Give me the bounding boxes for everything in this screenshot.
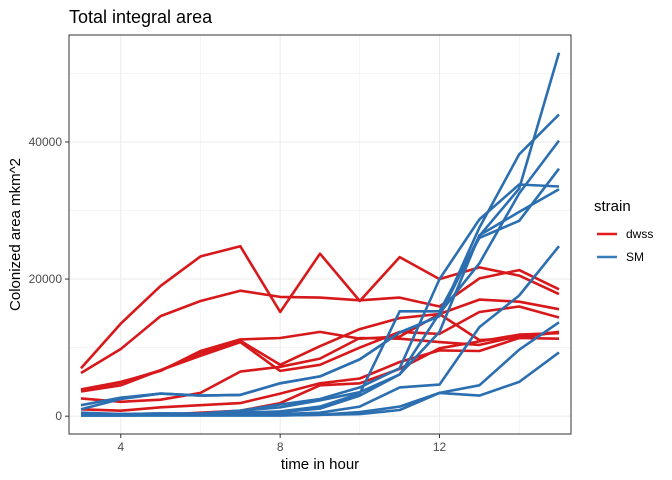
x-tick-label: 12 bbox=[433, 440, 447, 454]
legend-title: strain bbox=[594, 198, 631, 215]
legend-label-SM: SM bbox=[626, 250, 644, 264]
x-tick-label: 4 bbox=[117, 440, 124, 454]
y-axis-title: Colonized area mkm^2 bbox=[7, 158, 24, 311]
x-tick-label: 8 bbox=[277, 440, 284, 454]
series-line-SM bbox=[81, 321, 560, 417]
chart-title: Total integral area bbox=[69, 7, 213, 27]
legend-entries: dwss SM bbox=[597, 227, 653, 264]
series-line-dwss bbox=[80, 244, 560, 370]
legend: strain dwss SM bbox=[594, 198, 653, 264]
x-axis-title: time in hour bbox=[281, 456, 359, 473]
series-line-SM bbox=[81, 139, 561, 416]
axes: 4 8 12 0 20000 40000 bbox=[29, 135, 447, 454]
plot-panel-border bbox=[68, 34, 572, 435]
series-lines bbox=[80, 52, 561, 417]
series-line-dwss bbox=[80, 336, 560, 413]
series-line-dwss bbox=[80, 330, 560, 404]
legend-label-dwss: dwss bbox=[626, 227, 653, 241]
y-tick-label: 0 bbox=[55, 409, 62, 423]
y-tick-label: 20000 bbox=[29, 272, 63, 286]
y-tick-label: 40000 bbox=[29, 135, 63, 149]
series-line-dwss bbox=[80, 268, 560, 375]
